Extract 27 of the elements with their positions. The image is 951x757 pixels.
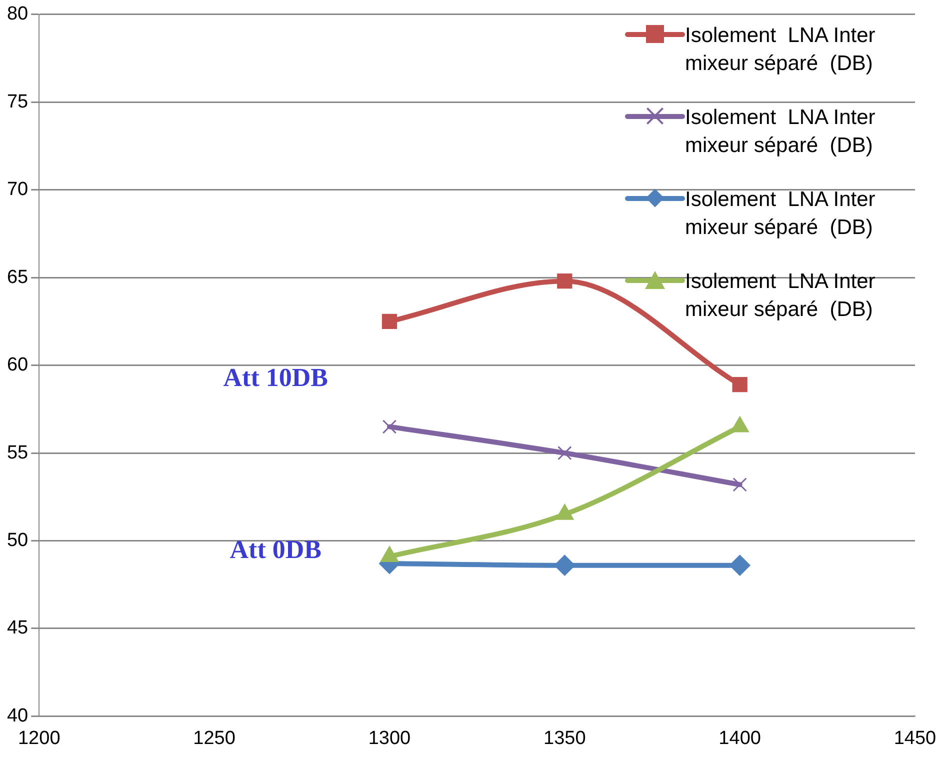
point bbox=[382, 314, 398, 330]
point bbox=[558, 446, 572, 460]
legend-label: Isolement LNA Inter mixeur séparé (DB) bbox=[685, 23, 876, 77]
x-tick-label: 1450 bbox=[894, 728, 936, 749]
y-tick-label: 40 bbox=[6, 705, 28, 726]
y-tick-label: 80 bbox=[6, 4, 28, 25]
y-tick-label: 75 bbox=[6, 91, 28, 112]
annotation: Att 10DB bbox=[223, 363, 328, 392]
y-tick-label: 50 bbox=[6, 530, 28, 551]
y-tick-label: 60 bbox=[6, 354, 28, 376]
x-tick-label: 1350 bbox=[544, 728, 586, 749]
y-tick-label: 65 bbox=[6, 266, 28, 288]
y-tick-label: 70 bbox=[6, 179, 28, 200]
x-tick-label: 1300 bbox=[368, 728, 411, 749]
x-tick-label: 1250 bbox=[193, 728, 236, 749]
point bbox=[732, 477, 747, 492]
point bbox=[557, 274, 572, 289]
legend-label: Isolement LNA Inter mixeur séparé (DB) bbox=[685, 105, 876, 159]
y-tick-label: 55 bbox=[6, 442, 28, 464]
point bbox=[382, 420, 397, 434]
x-tick-label: 1200 bbox=[18, 728, 60, 749]
legend-label: Isolement LNA Inter mixeur séparé (DB) bbox=[685, 187, 876, 241]
annotation: Att 0DB bbox=[230, 534, 322, 564]
legend-label: Isolement LNA Inter mixeur séparé (DB) bbox=[685, 269, 876, 323]
y-tick-label: 45 bbox=[6, 618, 28, 639]
x-tick-label: 1400 bbox=[718, 728, 761, 749]
point bbox=[732, 377, 748, 392]
